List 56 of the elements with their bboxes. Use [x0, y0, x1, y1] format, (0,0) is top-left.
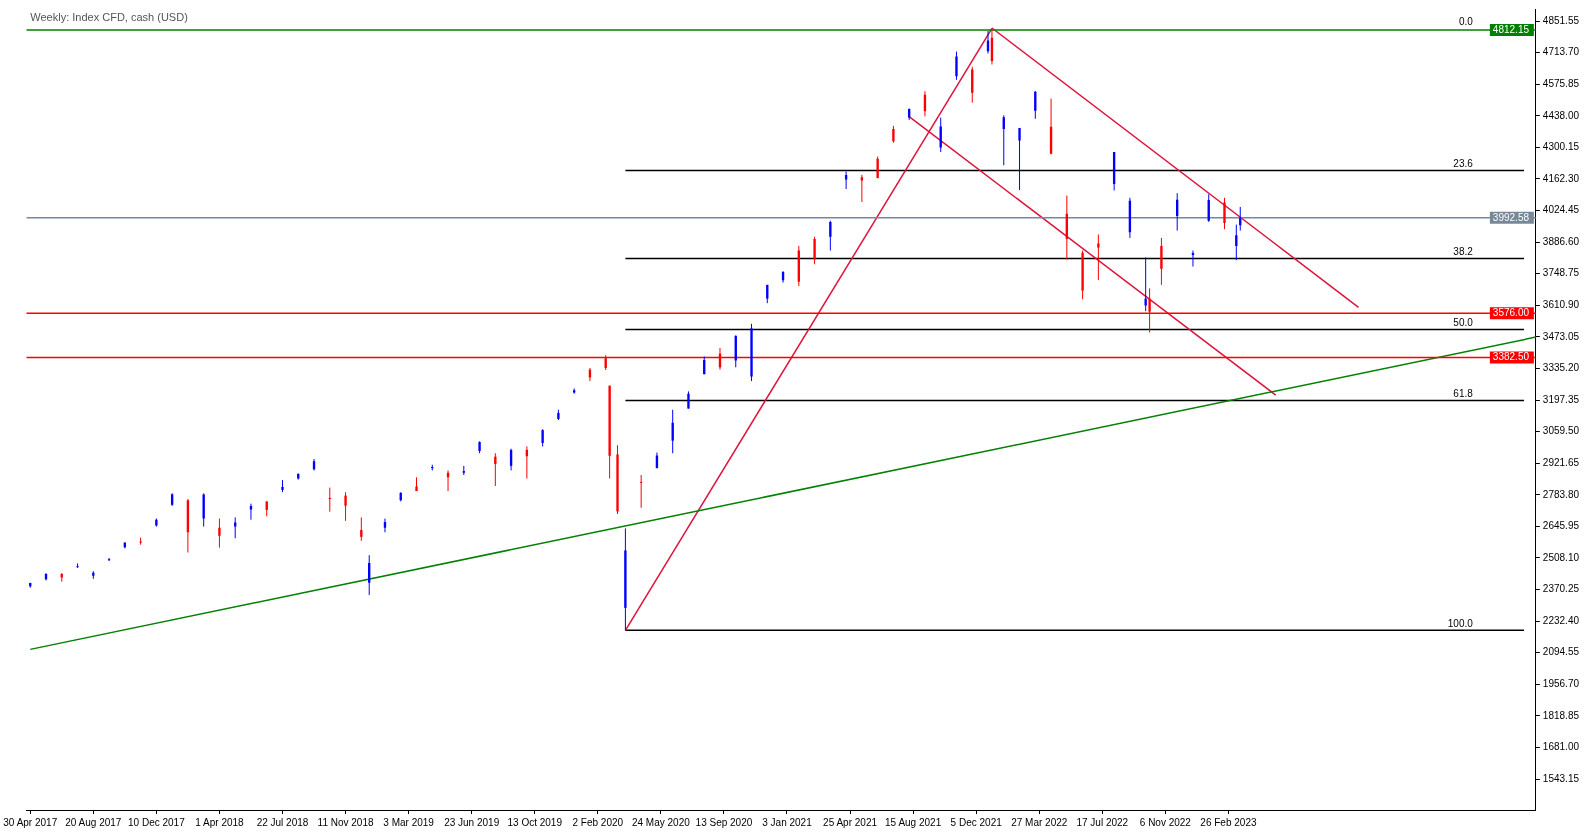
x-tick-label: 5 Dec 2021 — [950, 816, 1003, 828]
y-tick-label: 4438.00 — [1542, 109, 1580, 121]
y-tick-label: 4851.55 — [1542, 14, 1580, 26]
y-tick-label: 4300.15 — [1542, 141, 1580, 153]
x-tick-label: 13 Sep 2020 — [695, 816, 753, 828]
x-tick-label: 10 Dec 2017 — [128, 816, 186, 828]
y-tick-label: 3610.90 — [1542, 299, 1580, 311]
x-tick-label: 15 Aug 2021 — [885, 816, 942, 828]
ref-line-label: 3576.00 — [1492, 307, 1530, 319]
y-tick-label: 1956.70 — [1542, 678, 1580, 690]
x-tick-label: 13 Oct 2019 — [507, 816, 563, 828]
x-tick-label: 27 Mar 2022 — [1011, 816, 1068, 828]
ref-line-label: 3992.58 — [1492, 211, 1530, 223]
x-tick-label: 26 Feb 2023 — [1200, 816, 1257, 828]
annotation: 38.2 — [1453, 246, 1474, 258]
y-tick-label: 1818.85 — [1542, 709, 1580, 721]
annotation: 23.6 — [1453, 158, 1474, 170]
x-tick-label: 3 Mar 2019 — [383, 816, 435, 828]
y-tick-label: 4713.70 — [1542, 46, 1580, 58]
y-tick-label: 3197.35 — [1542, 393, 1580, 405]
x-tick-label: 1 Apr 2018 — [195, 816, 245, 828]
x-tick-label: 20 Aug 2017 — [65, 816, 122, 828]
annotation: 50.0 — [1453, 317, 1474, 329]
y-tick-label: 3059.50 — [1542, 425, 1580, 437]
annotation: 0.0 — [1458, 16, 1474, 28]
x-tick-label: 22 Jul 2018 — [256, 816, 309, 828]
y-tick-label: 4162.30 — [1542, 172, 1580, 184]
y-tick-label: 2370.25 — [1542, 583, 1580, 595]
y-tick-label: 2232.40 — [1542, 614, 1580, 626]
y-tick-label: 3748.75 — [1542, 267, 1580, 279]
y-tick-label: 2921.65 — [1542, 456, 1580, 468]
y-tick-label: 2508.10 — [1542, 551, 1580, 563]
x-tick-label: 17 Jul 2022 — [1076, 816, 1129, 828]
x-tick-label: 11 Nov 2018 — [317, 816, 374, 828]
y-tick-label: 2094.55 — [1542, 646, 1580, 658]
ref-line-label: 3382.50 — [1492, 351, 1530, 363]
y-tick-label: 3335.20 — [1542, 362, 1580, 374]
x-tick-label: 30 Apr 2017 — [3, 816, 58, 828]
x-tick-label: 6 Nov 2022 — [1139, 816, 1192, 828]
y-tick-label: 1681.00 — [1542, 741, 1580, 753]
y-tick-label: 2645.95 — [1542, 520, 1580, 532]
x-tick-label: 24 May 2020 — [631, 816, 691, 828]
x-tick-label: 2 Feb 2020 — [572, 816, 624, 828]
y-tick-label: 3473.05 — [1542, 330, 1580, 342]
annotation: 100.0 — [1447, 618, 1474, 630]
annotation: 61.8 — [1453, 388, 1474, 400]
ref-line-label: 4812.15 — [1492, 23, 1530, 35]
chart-title: Weekly: Index CFD, cash (USD) — [30, 10, 188, 23]
y-tick-label: 2783.80 — [1542, 488, 1580, 500]
x-tick-label: 25 Apr 2021 — [823, 816, 878, 828]
x-tick-label: 23 Jun 2019 — [444, 816, 500, 828]
y-tick-label: 4024.45 — [1542, 204, 1580, 216]
y-tick-label: 3886.60 — [1542, 235, 1580, 247]
y-tick-label: 1543.15 — [1542, 772, 1580, 784]
y-tick-label: 4575.85 — [1542, 77, 1580, 89]
x-tick-label: 3 Jan 2021 — [762, 816, 813, 828]
